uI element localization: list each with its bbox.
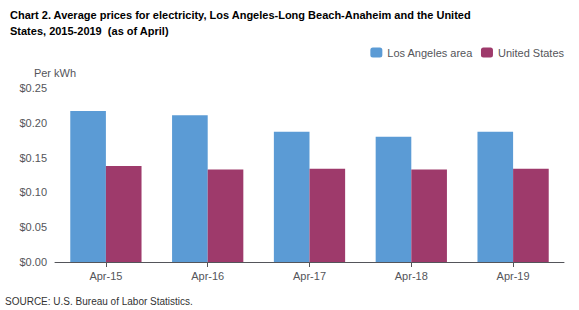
svg-text:$0.05: $0.05 [19,221,47,233]
svg-text:$0.25: $0.25 [19,82,47,94]
svg-text:Los Angeles area: Los Angeles area [387,47,473,59]
svg-text:Chart 2. Average prices for el: Chart 2. Average prices for electricity,… [10,9,471,21]
svg-text:United States: United States [498,47,565,59]
svg-text:Apr-19: Apr-19 [497,270,530,282]
svg-text:$0.20: $0.20 [19,117,47,129]
svg-text:Apr-17: Apr-17 [293,270,326,282]
svg-text:Apr-16: Apr-16 [191,270,224,282]
svg-text:$0.15: $0.15 [19,152,47,164]
svg-text:Apr-18: Apr-18 [395,270,428,282]
svg-text:States, 2015-2019 (as of Apri: States, 2015-2019 (as of April) [10,25,169,37]
svg-text:Per kWh: Per kWh [34,67,76,79]
svg-text:SOURCE: U.S. Bureau of Labor S: SOURCE: U.S. Bureau of Labor Statistics. [5,296,193,307]
svg-text:Apr-15: Apr-15 [89,270,122,282]
svg-text:$0.00: $0.00 [19,256,47,268]
svg-text:$0.10: $0.10 [19,186,47,198]
